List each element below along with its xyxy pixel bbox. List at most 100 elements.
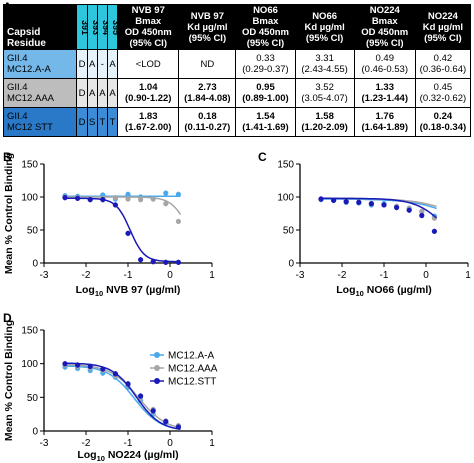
data-point-stt bbox=[381, 202, 387, 208]
value-cell: 0.42 (0.36-0.64) bbox=[414, 49, 472, 79]
value-cell: 1.58 (1.20-2.09) bbox=[294, 107, 355, 137]
panel-d-letter: D bbox=[3, 311, 12, 325]
residue-cell: T bbox=[106, 107, 119, 137]
binding-table: Capsid Residue 391 393 394 395 NVB 97 Bmax… bbox=[2, 4, 472, 137]
table-header-row: Capsid Residue 391 393 394 395 NVB 97 Bmax… bbox=[2, 4, 472, 50]
x-tick-label: 1 bbox=[209, 270, 215, 281]
data-point-aaa bbox=[138, 197, 144, 203]
data-point-stt bbox=[175, 259, 181, 265]
fit-curve-aaa bbox=[65, 196, 182, 216]
x-tick-label: 0 bbox=[423, 270, 429, 281]
value-cell: 0.45 (0.32-0.62) bbox=[414, 78, 472, 108]
data-point-stt bbox=[318, 196, 324, 202]
legend-label-aa: MC12.A-A bbox=[168, 351, 214, 362]
header-no224-kd: NO224 Kd µg/ml (95% CI) bbox=[414, 4, 472, 50]
data-point-stt bbox=[163, 418, 169, 425]
row-label: GII.4 MC12.AAA bbox=[2, 78, 78, 108]
data-point-stt bbox=[100, 197, 106, 203]
x-tick-label: 0 bbox=[167, 270, 173, 281]
data-point-stt bbox=[75, 195, 81, 201]
legend-marker-stt bbox=[154, 378, 160, 384]
legend-label-stt: MC12.STT bbox=[168, 377, 216, 388]
y-tick-label: 100 bbox=[277, 193, 294, 204]
data-point-aa bbox=[163, 190, 169, 196]
value-cell: 3.31 (2.43-4.55) bbox=[294, 49, 355, 79]
value-cell: 0.18 (0.11-0.27) bbox=[178, 107, 237, 137]
x-tick-label: -3 bbox=[40, 438, 49, 449]
y-tick-label: 100 bbox=[21, 359, 38, 370]
data-point-stt bbox=[331, 197, 337, 203]
fit-curve-stt bbox=[65, 362, 181, 430]
y-tick-label: 150 bbox=[277, 160, 294, 171]
x-tick-label: 1 bbox=[209, 438, 215, 449]
row-label: GII.4 MC12.A-A bbox=[2, 49, 78, 79]
x-tick-label: -1 bbox=[124, 438, 133, 449]
data-point-stt bbox=[175, 424, 181, 430]
data-point-stt bbox=[343, 199, 349, 205]
data-point-stt bbox=[406, 207, 412, 213]
x-tick-label: -2 bbox=[82, 270, 91, 281]
x-tick-label: -2 bbox=[338, 270, 347, 281]
fit-curve-stt bbox=[65, 197, 181, 263]
data-point-stt bbox=[87, 197, 93, 203]
value-cell: 1.76 (1.64-1.89) bbox=[353, 107, 416, 137]
data-point-aaa bbox=[175, 218, 181, 225]
data-point-stt bbox=[112, 202, 118, 208]
x-axis-label: Log10 NVB 97 (µg/ml) bbox=[76, 284, 181, 298]
value-cell: 1.83 (1.67-2.00) bbox=[117, 107, 180, 137]
data-point-stt bbox=[419, 212, 425, 219]
y-tick-label: 100 bbox=[21, 193, 38, 204]
value-cell: 2.73 (1.84-4.08) bbox=[178, 78, 237, 108]
x-tick-label: -3 bbox=[296, 270, 305, 281]
value-cell: 1.04 (0.90-1.22) bbox=[117, 78, 180, 108]
data-point-stt bbox=[62, 361, 68, 367]
data-point-stt bbox=[163, 259, 169, 265]
y-tick-label: 50 bbox=[27, 226, 39, 237]
y-tick-label: 0 bbox=[32, 427, 38, 438]
y-axis-label: Mean % Control Binding bbox=[3, 320, 15, 441]
value-cell: 0.24 (0.18-0.34) bbox=[414, 107, 472, 137]
legend-marker-aaa bbox=[154, 365, 160, 371]
header-no66-bmax: NO66 Bmax OD 450nm (95% CI) bbox=[235, 4, 296, 50]
y-tick-label: 0 bbox=[32, 259, 38, 270]
data-point-stt bbox=[150, 259, 156, 265]
data-point-aaa bbox=[112, 195, 118, 201]
y-axis-label: Mean % Control Binding bbox=[3, 153, 15, 274]
x-tick-label: -1 bbox=[380, 270, 389, 281]
x-tick-label: -3 bbox=[40, 270, 49, 281]
data-point-stt bbox=[356, 199, 362, 205]
data-point-stt bbox=[138, 257, 144, 263]
y-tick-label: 150 bbox=[21, 326, 38, 337]
data-point-stt bbox=[138, 393, 144, 399]
fit-curve-aa bbox=[321, 198, 437, 210]
data-point-aa bbox=[175, 191, 181, 197]
table-row: GII.4 MC12.AAA D A A A 1.04 (0.90-1.22) 2.73 (1.8… bbox=[2, 78, 472, 108]
data-point-aaa bbox=[163, 201, 169, 207]
header-capsid-residue: Capsid Residue bbox=[2, 4, 78, 50]
panel-b-letter: B bbox=[3, 150, 12, 164]
data-point-aaa bbox=[419, 208, 425, 215]
fit-curve-aaa bbox=[65, 363, 181, 429]
value-cell: <LOD bbox=[117, 49, 180, 79]
x-axis-label: Log10 NO224 (µg/ml) bbox=[77, 449, 178, 463]
data-point-aa bbox=[125, 191, 131, 197]
data-point-stt bbox=[112, 371, 118, 377]
x-tick-label: -1 bbox=[124, 270, 133, 281]
data-point-aaa bbox=[125, 196, 131, 202]
data-point-stt bbox=[431, 228, 437, 234]
data-point-stt bbox=[125, 381, 131, 387]
value-cell: 1.54 (1.41-1.69) bbox=[235, 107, 296, 137]
data-point-stt bbox=[75, 362, 81, 368]
y-tick-label: 0 bbox=[288, 259, 294, 270]
header-no66-kd: NO66 Kd µg/ml (95% CI) bbox=[294, 4, 355, 50]
x-axis-label: Log10 NO66 (µg/ml) bbox=[336, 284, 432, 298]
value-cell: ND bbox=[178, 49, 237, 79]
data-point-stt bbox=[368, 201, 374, 207]
row-label: GII.4 MC12 STT bbox=[2, 107, 78, 137]
x-tick-label: 1 bbox=[465, 270, 471, 281]
legend-label-aaa: MC12.AAA bbox=[168, 364, 218, 375]
data-point-stt bbox=[87, 363, 93, 369]
y-tick-label: 50 bbox=[27, 393, 39, 404]
y-tick-label: 150 bbox=[21, 160, 38, 171]
